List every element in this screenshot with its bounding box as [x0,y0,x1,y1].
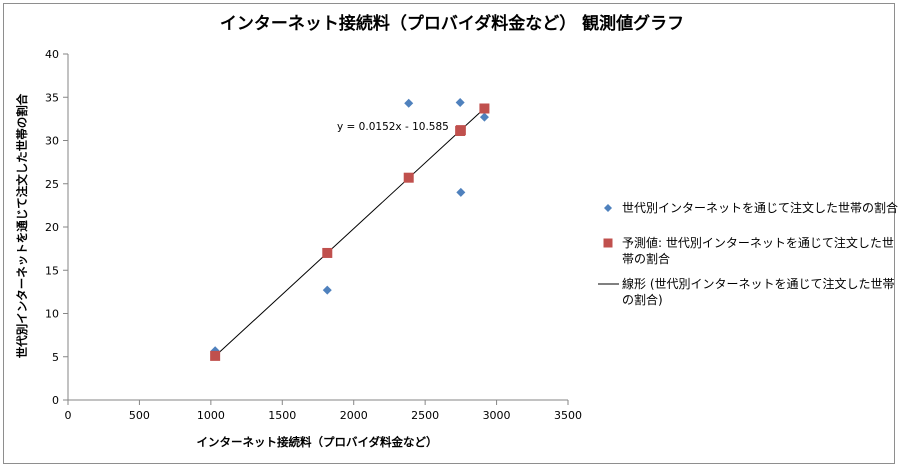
legend-label: 線形 (世代別インターネットを通じて注文した世帯 [622,276,895,291]
x-tick-label: 1500 [268,409,296,422]
x-tick-label: 0 [65,409,72,422]
legend-label: 予測値: 世代別インターネットを通じて注文した世 [622,235,894,250]
chart-title: インターネット接続料（プロバイダ料金など） 観測値グラフ [220,13,684,34]
y-tick-label: 0 [52,394,59,407]
y-tick-label: 25 [45,178,59,191]
observed-point [404,98,414,108]
x-tick-label: 1000 [197,409,225,422]
y-tick-label: 15 [45,264,59,277]
predicted-point [403,172,414,183]
trendline [214,107,485,357]
legend-label: 世代別インターネットを通じて注文した世帯の割合 [622,200,898,215]
x-tick-label: 2500 [411,409,439,422]
y-tick-label: 30 [45,135,59,148]
data-marks [210,97,490,361]
chart-frame [3,3,895,464]
x-tick-label: 3500 [554,409,582,422]
legend-diamond-icon [604,204,612,212]
legend-square-icon [603,238,613,248]
trendline-equation: y = 0.0152x - 10.585 [337,121,449,133]
predicted-point [455,125,466,136]
y-tick-label: 35 [45,91,59,104]
tick-group: 0 5 10 15 20 25 30 35 40 0 500 1000 1500 2000 2500 3000… [45,48,582,422]
x-tick-label: 3000 [483,409,511,422]
observed-point [455,97,465,107]
observed-point [479,112,489,122]
y-tick-label: 40 [45,48,59,61]
axes [67,54,568,401]
y-tick-label: 20 [45,221,59,234]
observed-point [456,187,466,197]
x-tick-label: 500 [129,409,150,422]
predicted-point [210,350,221,361]
predicted-point [479,103,490,114]
observed-point [322,285,332,295]
y-tick-label: 10 [45,308,59,321]
x-axis-title: インターネット接続料（プロバイダ料金など） [196,435,437,449]
legend-label: の割合) [622,292,663,307]
y-tick-label: 5 [52,351,59,364]
legend-label: 帯の割合 [622,251,670,266]
x-tick-label: 2000 [340,409,368,422]
predicted-point [322,247,333,258]
y-axis-title: 世代別インターネットを通じて注文した世帯の割合 [15,93,29,358]
